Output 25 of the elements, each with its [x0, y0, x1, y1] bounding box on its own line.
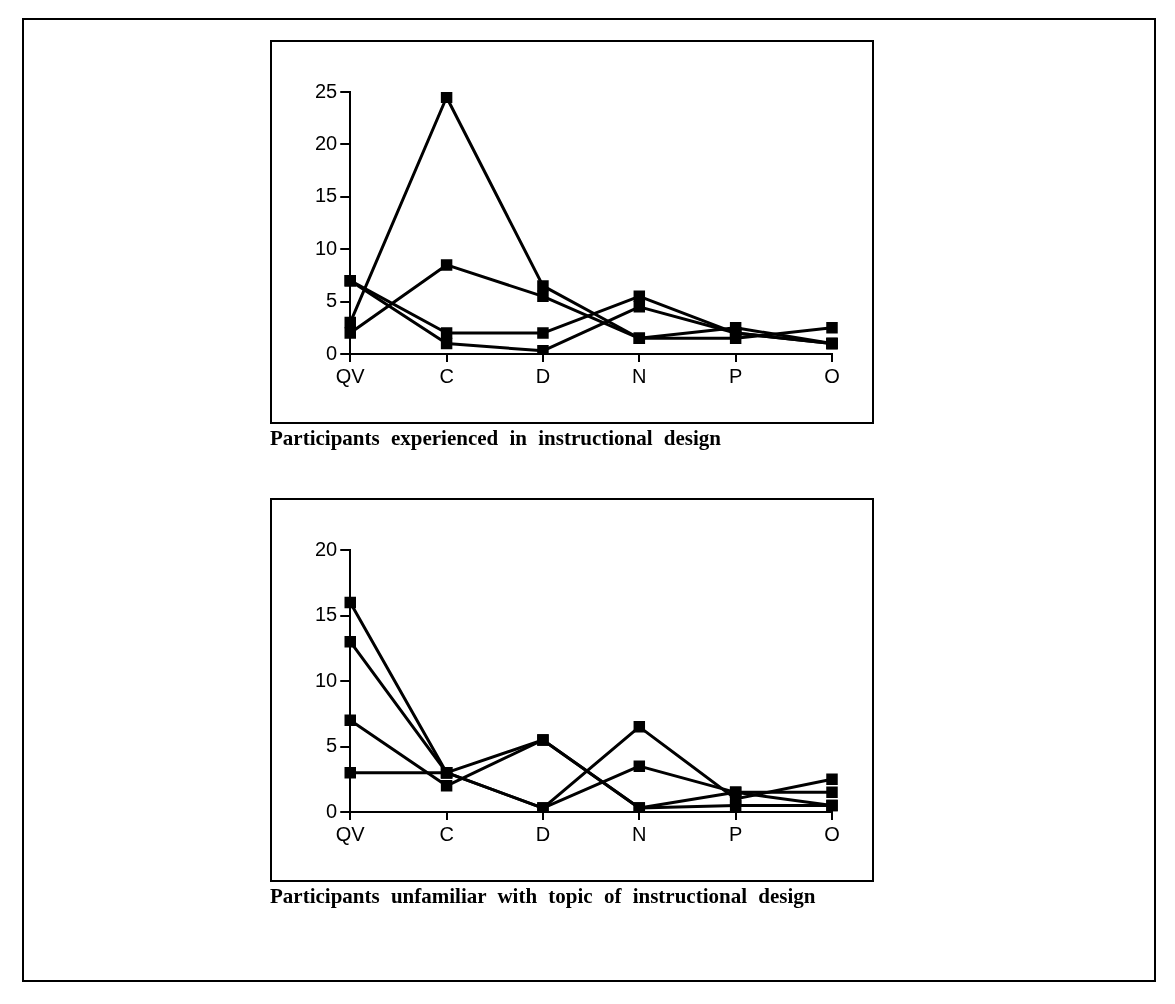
x-tick-label: D	[535, 822, 551, 845]
y-tick-label: 20	[315, 537, 338, 560]
y-tick-label: 0	[326, 799, 338, 822]
y-tick-label: 10	[315, 236, 338, 259]
y-tick-label: 5	[326, 734, 338, 757]
x-tick-label: P	[728, 822, 743, 845]
x-tick-label: O	[824, 364, 840, 387]
y-tick-label: 0	[326, 341, 338, 364]
y-tick-label: 15	[315, 603, 338, 626]
text: Participants unfamiliar with topic of instructional design	[270, 884, 817, 909]
x-tick-label: N	[632, 822, 647, 845]
x-tick-label: QV	[335, 364, 366, 387]
y-tick-label: 20	[315, 131, 338, 154]
x-tick-label: C	[439, 364, 454, 387]
y-tick-label: 15	[315, 184, 338, 207]
x-tick-label: QV	[335, 822, 366, 845]
text: Participants experienced in instructional design	[270, 426, 722, 451]
y-tick-label: 25	[315, 79, 338, 102]
y-tick-label: 10	[315, 668, 338, 691]
y-tick-label: 5	[326, 289, 338, 312]
x-tick-label: N	[632, 364, 647, 387]
x-tick-label: D	[535, 364, 551, 387]
x-tick-label: P	[728, 364, 743, 387]
x-tick-label: C	[439, 822, 454, 845]
x-tick-label: O	[824, 822, 840, 845]
